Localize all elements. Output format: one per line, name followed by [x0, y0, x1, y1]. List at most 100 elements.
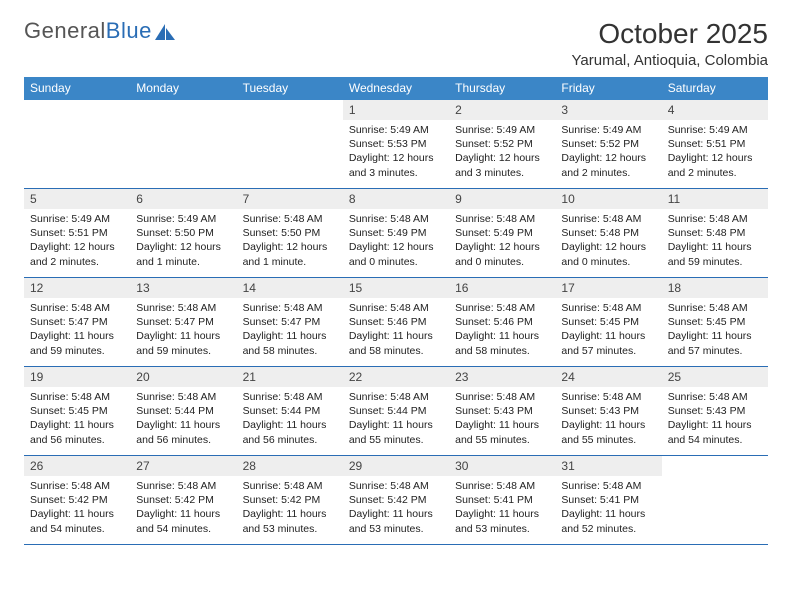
- day-number: 6: [130, 189, 236, 209]
- day-number: 10: [555, 189, 661, 209]
- day-header-row: Sunday Monday Tuesday Wednesday Thursday…: [24, 77, 768, 100]
- daylight-text: Daylight: 11 hours and 58 minutes.: [455, 329, 549, 357]
- day-number: 25: [662, 367, 768, 387]
- daylight-text: Daylight: 11 hours and 56 minutes.: [243, 418, 337, 446]
- week-row: 26Sunrise: 5:48 AMSunset: 5:42 PMDayligh…: [24, 456, 768, 545]
- sunset-text: Sunset: 5:42 PM: [30, 493, 124, 507]
- week-row: 5Sunrise: 5:49 AMSunset: 5:51 PMDaylight…: [24, 189, 768, 278]
- day-details: Sunrise: 5:48 AMSunset: 5:47 PMDaylight:…: [237, 298, 343, 364]
- weeks-container: 1Sunrise: 5:49 AMSunset: 5:53 PMDaylight…: [24, 100, 768, 545]
- daylight-text: Daylight: 11 hours and 54 minutes.: [668, 418, 762, 446]
- day-details: Sunrise: 5:48 AMSunset: 5:42 PMDaylight:…: [237, 476, 343, 542]
- week-row: 1Sunrise: 5:49 AMSunset: 5:53 PMDaylight…: [24, 100, 768, 189]
- sunrise-text: Sunrise: 5:48 AM: [243, 390, 337, 404]
- location-subtitle: Yarumal, Antioquia, Colombia: [572, 52, 769, 69]
- sunrise-text: Sunrise: 5:48 AM: [30, 301, 124, 315]
- day-cell: [130, 100, 236, 188]
- day-cell: 4Sunrise: 5:49 AMSunset: 5:51 PMDaylight…: [662, 100, 768, 188]
- day-number: 28: [237, 456, 343, 476]
- day-cell: 18Sunrise: 5:48 AMSunset: 5:45 PMDayligh…: [662, 278, 768, 366]
- sunset-text: Sunset: 5:45 PM: [668, 315, 762, 329]
- day-details: Sunrise: 5:48 AMSunset: 5:43 PMDaylight:…: [449, 387, 555, 453]
- month-title: October 2025: [572, 18, 769, 50]
- day-cell: 5Sunrise: 5:49 AMSunset: 5:51 PMDaylight…: [24, 189, 130, 277]
- sunset-text: Sunset: 5:49 PM: [349, 226, 443, 240]
- day-details: Sunrise: 5:48 AMSunset: 5:44 PMDaylight:…: [343, 387, 449, 453]
- day-header: Wednesday: [343, 77, 449, 100]
- sunset-text: Sunset: 5:42 PM: [243, 493, 337, 507]
- sunrise-text: Sunrise: 5:48 AM: [455, 479, 549, 493]
- sunrise-text: Sunrise: 5:48 AM: [30, 479, 124, 493]
- day-cell: 27Sunrise: 5:48 AMSunset: 5:42 PMDayligh…: [130, 456, 236, 544]
- day-cell: 15Sunrise: 5:48 AMSunset: 5:46 PMDayligh…: [343, 278, 449, 366]
- day-cell: [24, 100, 130, 188]
- day-number: 20: [130, 367, 236, 387]
- daylight-text: Daylight: 12 hours and 2 minutes.: [668, 151, 762, 179]
- day-cell: 1Sunrise: 5:49 AMSunset: 5:53 PMDaylight…: [343, 100, 449, 188]
- sunrise-text: Sunrise: 5:49 AM: [668, 123, 762, 137]
- daylight-text: Daylight: 11 hours and 57 minutes.: [668, 329, 762, 357]
- sunrise-text: Sunrise: 5:48 AM: [243, 301, 337, 315]
- calendar-page: GeneralBlue October 2025 Yarumal, Antioq…: [0, 0, 792, 563]
- day-header: Friday: [555, 77, 661, 100]
- day-number: 7: [237, 189, 343, 209]
- day-details: Sunrise: 5:48 AMSunset: 5:41 PMDaylight:…: [449, 476, 555, 542]
- sunrise-text: Sunrise: 5:48 AM: [349, 212, 443, 226]
- daylight-text: Daylight: 11 hours and 56 minutes.: [30, 418, 124, 446]
- sunset-text: Sunset: 5:48 PM: [561, 226, 655, 240]
- sunset-text: Sunset: 5:42 PM: [349, 493, 443, 507]
- sunrise-text: Sunrise: 5:49 AM: [455, 123, 549, 137]
- sunset-text: Sunset: 5:51 PM: [30, 226, 124, 240]
- sunrise-text: Sunrise: 5:48 AM: [30, 390, 124, 404]
- daylight-text: Daylight: 11 hours and 56 minutes.: [136, 418, 230, 446]
- sunrise-text: Sunrise: 5:48 AM: [561, 479, 655, 493]
- sunrise-text: Sunrise: 5:48 AM: [561, 212, 655, 226]
- day-cell: 29Sunrise: 5:48 AMSunset: 5:42 PMDayligh…: [343, 456, 449, 544]
- day-number: 29: [343, 456, 449, 476]
- sunset-text: Sunset: 5:41 PM: [455, 493, 549, 507]
- day-number: 15: [343, 278, 449, 298]
- day-cell: 13Sunrise: 5:48 AMSunset: 5:47 PMDayligh…: [130, 278, 236, 366]
- day-number: 27: [130, 456, 236, 476]
- day-cell: 24Sunrise: 5:48 AMSunset: 5:43 PMDayligh…: [555, 367, 661, 455]
- day-number: 23: [449, 367, 555, 387]
- day-cell: 2Sunrise: 5:49 AMSunset: 5:52 PMDaylight…: [449, 100, 555, 188]
- day-details: Sunrise: 5:48 AMSunset: 5:42 PMDaylight:…: [130, 476, 236, 542]
- day-details: Sunrise: 5:48 AMSunset: 5:47 PMDaylight:…: [130, 298, 236, 364]
- day-details: Sunrise: 5:48 AMSunset: 5:45 PMDaylight:…: [24, 387, 130, 453]
- day-cell: 22Sunrise: 5:48 AMSunset: 5:44 PMDayligh…: [343, 367, 449, 455]
- daylight-text: Daylight: 11 hours and 58 minutes.: [243, 329, 337, 357]
- day-details: Sunrise: 5:49 AMSunset: 5:53 PMDaylight:…: [343, 120, 449, 186]
- day-cell: 31Sunrise: 5:48 AMSunset: 5:41 PMDayligh…: [555, 456, 661, 544]
- sunset-text: Sunset: 5:49 PM: [455, 226, 549, 240]
- top-bar: GeneralBlue October 2025 Yarumal, Antioq…: [24, 18, 768, 69]
- daylight-text: Daylight: 11 hours and 53 minutes.: [349, 507, 443, 535]
- sunrise-text: Sunrise: 5:48 AM: [455, 301, 549, 315]
- day-cell: 23Sunrise: 5:48 AMSunset: 5:43 PMDayligh…: [449, 367, 555, 455]
- daylight-text: Daylight: 12 hours and 3 minutes.: [349, 151, 443, 179]
- daylight-text: Daylight: 11 hours and 57 minutes.: [561, 329, 655, 357]
- sunset-text: Sunset: 5:43 PM: [561, 404, 655, 418]
- day-cell: 28Sunrise: 5:48 AMSunset: 5:42 PMDayligh…: [237, 456, 343, 544]
- day-cell: 10Sunrise: 5:48 AMSunset: 5:48 PMDayligh…: [555, 189, 661, 277]
- day-details: Sunrise: 5:48 AMSunset: 5:42 PMDaylight:…: [343, 476, 449, 542]
- day-cell: 6Sunrise: 5:49 AMSunset: 5:50 PMDaylight…: [130, 189, 236, 277]
- day-number: 4: [662, 100, 768, 120]
- sunset-text: Sunset: 5:53 PM: [349, 137, 443, 151]
- day-cell: 3Sunrise: 5:49 AMSunset: 5:52 PMDaylight…: [555, 100, 661, 188]
- day-header: Sunday: [24, 77, 130, 100]
- sunset-text: Sunset: 5:44 PM: [136, 404, 230, 418]
- daylight-text: Daylight: 11 hours and 59 minutes.: [30, 329, 124, 357]
- day-details: Sunrise: 5:49 AMSunset: 5:51 PMDaylight:…: [662, 120, 768, 186]
- day-number: [130, 100, 236, 106]
- logo-text-2: Blue: [106, 18, 152, 44]
- sunset-text: Sunset: 5:42 PM: [136, 493, 230, 507]
- daylight-text: Daylight: 12 hours and 1 minute.: [136, 240, 230, 268]
- day-details: Sunrise: 5:48 AMSunset: 5:43 PMDaylight:…: [662, 387, 768, 453]
- day-number: 30: [449, 456, 555, 476]
- day-number: 12: [24, 278, 130, 298]
- day-number: 3: [555, 100, 661, 120]
- day-cell: 14Sunrise: 5:48 AMSunset: 5:47 PMDayligh…: [237, 278, 343, 366]
- day-header: Saturday: [662, 77, 768, 100]
- sunset-text: Sunset: 5:47 PM: [243, 315, 337, 329]
